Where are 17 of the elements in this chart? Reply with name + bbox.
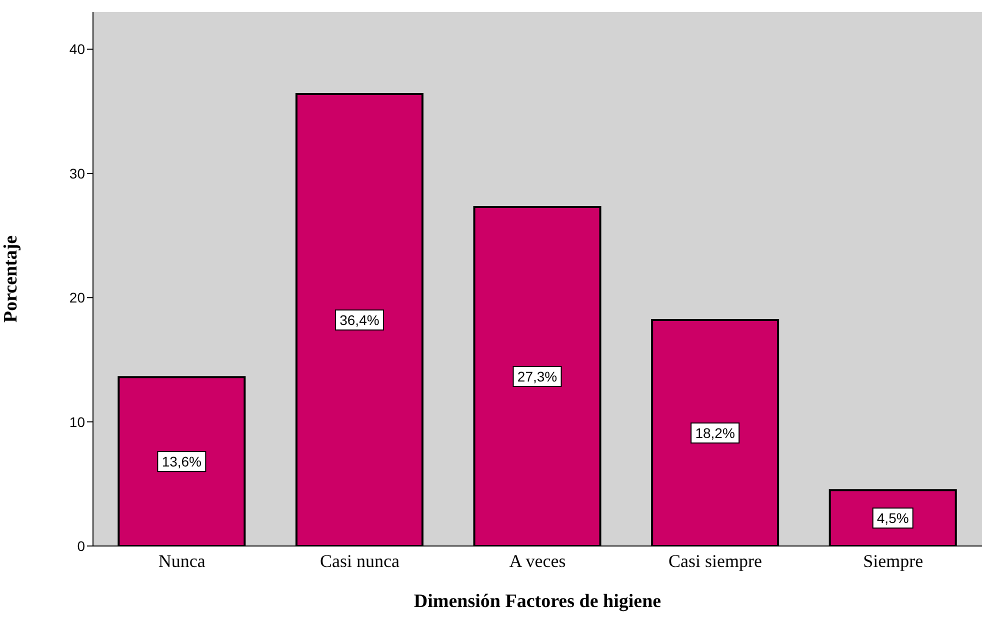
x-tick-label: Casi nunca	[320, 550, 400, 571]
y-tick-label: 0	[77, 538, 86, 554]
data-label: 36,4%	[340, 312, 380, 328]
data-label: 4,5%	[876, 510, 909, 526]
x-tick-label: Siempre	[863, 550, 924, 571]
x-tick-label: Nunca	[158, 550, 206, 571]
y-tick-label: 30	[69, 165, 86, 182]
data-label: 18,2%	[695, 424, 735, 441]
y-axis-title: Porcentaje	[0, 235, 22, 323]
x-axis-title: Dimensión Factores de higiene	[414, 591, 662, 612]
y-tick-label: 10	[69, 414, 86, 430]
x-tick-label: Casi siempre	[668, 550, 762, 571]
data-label: 27,3%	[517, 368, 558, 384]
y-tick-label: 20	[69, 290, 86, 306]
y-tick-label: 40	[69, 41, 86, 58]
data-label: 13,6%	[162, 454, 202, 470]
x-tick-label: A veces	[509, 550, 566, 571]
